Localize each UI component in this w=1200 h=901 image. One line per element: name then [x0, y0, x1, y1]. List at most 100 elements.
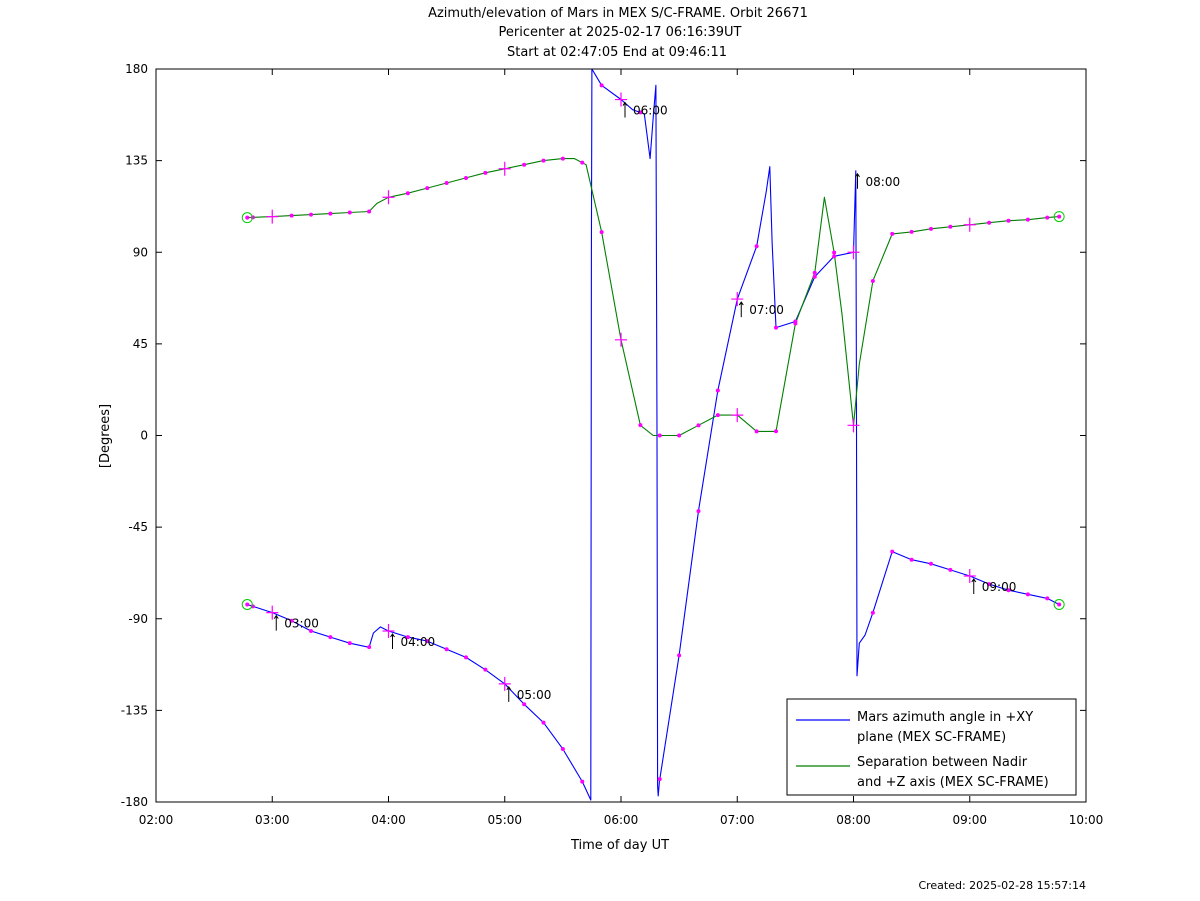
- time-dot-marker: [522, 162, 527, 167]
- hour-cross-marker: [266, 209, 279, 224]
- marker-group: [241, 83, 1065, 784]
- hour-cross-marker: [847, 418, 860, 433]
- time-dot-marker: [987, 220, 992, 225]
- hour-cross-marker: [731, 292, 744, 307]
- time-dot-marker: [696, 509, 701, 514]
- time-dot-marker: [425, 639, 430, 644]
- time-dot-marker: [929, 226, 933, 231]
- endpoint-circle-marker: [241, 598, 253, 610]
- y-tick-label: -90: [128, 612, 148, 626]
- x-axis-label: Time of day UT: [570, 838, 669, 853]
- endpoint-circle-marker: [1053, 211, 1065, 223]
- hour-annotation-label: 08:00: [866, 175, 901, 189]
- y-tick-labels: -180 -135 -90 -45 0 45 90 135 180: [121, 62, 148, 809]
- time-dot-marker: [541, 720, 546, 725]
- hour-cross-marker: [847, 245, 860, 260]
- time-dot-marker: [812, 270, 817, 275]
- endpoint-circle-marker: [1053, 598, 1065, 610]
- created-timestamp: Created: 2025-02-28 15:57:14: [918, 879, 1086, 892]
- time-dot-marker: [405, 635, 410, 640]
- y-tick-label: -45: [128, 520, 148, 534]
- time-dot-marker: [289, 618, 294, 623]
- time-dot-marker: [774, 325, 778, 330]
- time-dot-marker: [580, 160, 585, 165]
- hour-cross-marker: [266, 605, 279, 620]
- chart-title-line-1: Azimuth/elevation of Mars in MEX S/C-FRA…: [428, 6, 808, 21]
- time-dot-marker: [347, 641, 352, 646]
- time-dot-marker: [715, 413, 720, 418]
- time-dot-marker: [638, 423, 643, 428]
- time-dot-marker: [367, 209, 372, 214]
- time-dot-marker: [948, 567, 953, 572]
- time-dot-marker: [890, 549, 895, 554]
- x-tick-label: 04:00: [371, 813, 406, 827]
- time-dot-marker: [657, 777, 662, 782]
- endpoint-dot-marker: [1057, 214, 1062, 219]
- y-tick-label: -135: [121, 703, 148, 717]
- hour-cross-marker: [382, 190, 395, 205]
- tick-marks: [155, 68, 1087, 803]
- hour-cross-marker: [382, 623, 395, 638]
- hour-annotation-label: 07:00: [749, 303, 784, 317]
- hour-annotation-arrow: [738, 301, 744, 318]
- time-dot-marker: [987, 582, 992, 587]
- x-tick-label: 09:00: [952, 813, 987, 827]
- legend: Mars azimuth angle in +XY plane (MEX SC-…: [786, 698, 1077, 796]
- time-dot-marker: [464, 655, 468, 660]
- time-dot-marker: [328, 211, 333, 216]
- endpoint-dot-marker: [245, 215, 250, 220]
- time-dot-marker: [754, 244, 759, 249]
- hour-annotation-label: 04:00: [401, 635, 436, 649]
- y-axis-label: [Degrees]: [98, 404, 113, 468]
- time-dot-marker: [1006, 218, 1011, 223]
- series-separation-line: [247, 158, 1060, 437]
- endpoint-circle-marker: [241, 212, 253, 224]
- hour-annotation-arrow: [506, 686, 512, 702]
- time-dot-marker: [1006, 588, 1011, 593]
- time-dot-marker: [1045, 215, 1050, 220]
- time-dot-marker: [890, 231, 895, 236]
- x-tick-labels: 02:00 03:00 04:00 05:00 06:00 07:00 08:00 09:00…: [139, 813, 1104, 827]
- time-dot-marker: [774, 429, 778, 434]
- time-dot-marker: [715, 388, 720, 393]
- time-dot-marker: [909, 229, 914, 234]
- hour-annotation-arrow: [622, 101, 628, 118]
- y-tick-label: -180: [121, 795, 148, 809]
- x-tick-label: 10:00: [1069, 813, 1104, 827]
- time-dot-marker: [793, 321, 798, 326]
- plot-frame: [155, 68, 1087, 803]
- time-dot-marker: [541, 158, 546, 163]
- time-dot-marker: [870, 278, 875, 283]
- time-dot-marker: [444, 647, 449, 652]
- hour-annotation-arrow: [971, 578, 977, 594]
- time-dot-marker: [444, 181, 449, 186]
- time-dot-marker: [832, 254, 837, 259]
- legend-box: [786, 698, 1077, 796]
- time-dot-marker: [832, 250, 837, 255]
- hour-annotation-arrow: [273, 614, 279, 631]
- time-dot-marker: [464, 175, 468, 180]
- time-dot-marker: [948, 224, 953, 229]
- time-dot-marker: [309, 628, 313, 633]
- time-dot-marker: [580, 779, 585, 784]
- time-dot-marker: [812, 274, 817, 279]
- x-tick-label: 08:00: [836, 813, 871, 827]
- time-dot-marker: [754, 429, 759, 434]
- time-dot-marker: [657, 433, 662, 438]
- time-dot-marker: [870, 610, 875, 615]
- time-dot-marker: [347, 210, 352, 215]
- hour-annotations: 03:00 04:00 05:00 06:00 07:00 08:00 09:00: [273, 101, 1016, 702]
- time-dot-marker: [483, 667, 488, 672]
- time-dot-marker: [677, 653, 682, 658]
- endpoint-dot-marker: [1057, 602, 1062, 607]
- chart-title-line-3: Start at 02:47:05 End at 09:46:11: [507, 45, 727, 60]
- endpoint-dot-marker: [245, 602, 250, 607]
- hour-cross-marker: [963, 217, 976, 232]
- y-tick-label: 90: [133, 245, 148, 259]
- time-dot-marker: [599, 230, 604, 235]
- time-dot-marker: [560, 156, 565, 161]
- time-dot-marker: [638, 110, 643, 115]
- hour-cross-marker: [615, 92, 627, 107]
- time-dot-marker: [1025, 217, 1030, 222]
